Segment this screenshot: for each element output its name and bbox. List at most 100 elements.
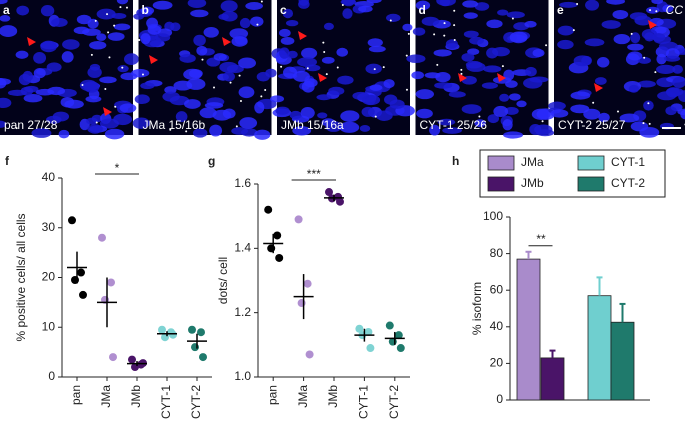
nucleus [524, 20, 537, 28]
nucleus [664, 55, 681, 62]
nucleus [630, 121, 649, 132]
y-tick-label: 1.4 [234, 241, 251, 255]
nucleus [222, 71, 235, 82]
nucleus [412, 27, 426, 36]
nucleus [474, 2, 490, 11]
dot [229, 81, 232, 84]
nucleus [254, 129, 271, 140]
nucleus [463, 30, 479, 38]
nucleus [570, 104, 590, 114]
arrowhead [298, 31, 307, 40]
dot [106, 13, 109, 16]
nucleus [439, 0, 451, 7]
nucleus [199, 107, 217, 119]
nucleus [321, 56, 335, 64]
nucleus [60, 96, 75, 108]
nucleus [0, 0, 8, 5]
dot [260, 95, 263, 98]
dot [104, 88, 107, 91]
nucleus [328, 86, 345, 96]
nucleus [680, 109, 685, 120]
dot [436, 63, 439, 66]
nucleus [175, 111, 188, 123]
nucleus [596, 57, 610, 68]
nucleus [570, 91, 591, 100]
arrowhead [103, 107, 112, 116]
dot [405, 88, 408, 91]
data-point [109, 353, 117, 362]
dot [541, 120, 544, 123]
panel-letter: b [142, 3, 149, 17]
data-point [264, 205, 273, 214]
data-point [305, 350, 314, 359]
y-tick-label: 80 [490, 246, 504, 260]
data-point [169, 330, 177, 339]
nucleus [292, 126, 312, 136]
data-point [297, 299, 306, 308]
significance-label: *** [307, 167, 321, 181]
dot [322, 41, 325, 44]
nucleus [221, 11, 238, 22]
nucleus [585, 0, 600, 11]
dot [169, 128, 172, 131]
nucleus [367, 38, 383, 48]
nucleus [601, 20, 621, 29]
dot [138, 39, 141, 42]
panel-label: JMa 15/16b [143, 118, 206, 132]
nucleus [435, 71, 451, 83]
nucleus [96, 33, 107, 41]
nucleus [119, 103, 137, 113]
nucleus [493, 105, 509, 118]
y-tick-label: 20 [490, 356, 504, 370]
nucleus [99, 76, 117, 84]
y-tick-label: 40 [42, 170, 56, 184]
nucleus [415, 0, 431, 11]
data-point [273, 231, 282, 240]
nucleus [383, 79, 395, 89]
significance-label: ** [536, 232, 546, 246]
nucleus [503, 131, 524, 139]
nucleus [87, 124, 103, 134]
nucleus [254, 101, 265, 114]
nucleus [186, 78, 206, 90]
nucleus [672, 64, 683, 74]
nucleus [643, 100, 654, 111]
nucleus [340, 0, 357, 5]
nucleus [504, 106, 519, 115]
nucleus [116, 0, 129, 5]
nucleus [340, 110, 360, 122]
nucleus [406, 54, 426, 64]
nucleus [18, 73, 32, 86]
nucleus [140, 82, 155, 90]
nucleus [132, 117, 150, 129]
nucleus [342, 8, 353, 19]
data-point [188, 325, 196, 334]
nucleus [192, 128, 208, 138]
nucleus [87, 66, 102, 78]
dot [453, 39, 456, 42]
legend-swatch [577, 176, 605, 192]
dot [108, 56, 111, 59]
nucleus [461, 104, 482, 114]
nucleus [386, 13, 401, 22]
nucleus [662, 4, 674, 13]
nucleus [40, 40, 57, 53]
nucleus [87, 18, 99, 29]
nucleus [245, 2, 263, 10]
data-point [191, 343, 199, 352]
arrowhead [648, 20, 657, 29]
nucleus [33, 52, 47, 64]
nucleus [339, 121, 360, 133]
nucleus [62, 39, 80, 50]
nucleus [525, 66, 537, 77]
nucleus [0, 78, 11, 86]
nucleus [282, 8, 294, 19]
nucleus [86, 117, 99, 125]
panel-label: CYT-2 25/27 [558, 118, 626, 132]
nucleus [85, 95, 102, 103]
nucleus [613, 34, 631, 45]
nucleus [359, 125, 371, 132]
dot [201, 58, 204, 61]
nucleus [442, 127, 462, 134]
nucleus [152, 0, 173, 10]
